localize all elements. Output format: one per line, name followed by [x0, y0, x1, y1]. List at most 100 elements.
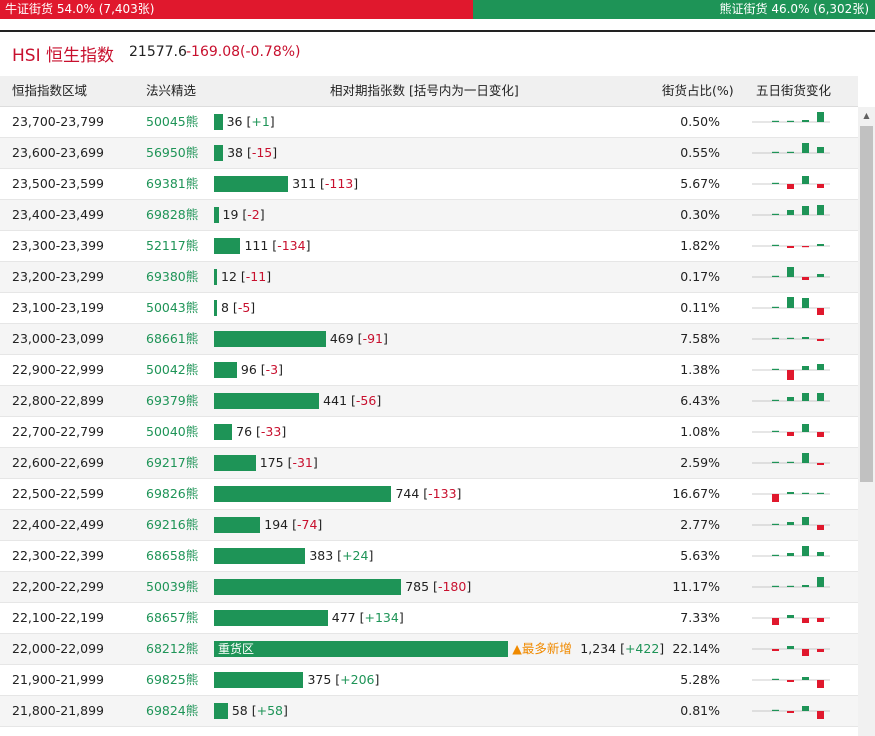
sparkline-day-bar	[787, 246, 794, 248]
warrant-code-link[interactable]: 69380熊	[146, 269, 199, 284]
street-stock-pct: 22.14%	[672, 641, 720, 656]
sparkline-day-bar	[802, 366, 809, 370]
sparkline-day-bar	[772, 306, 779, 308]
daily-change: -31	[292, 455, 313, 470]
sparkline-day-bar	[787, 711, 794, 713]
sparkline-day-bar	[772, 430, 779, 432]
sparkline-day-bar	[787, 553, 794, 556]
warrant-code-link[interactable]: 69825熊	[146, 672, 199, 687]
daily-change: -3	[265, 362, 279, 377]
volume-bar	[214, 486, 392, 502]
volume-value: 8 [-5]	[221, 300, 256, 315]
warrant-code-link[interactable]: 50039熊	[146, 579, 199, 594]
volume-count: 469	[329, 331, 354, 346]
table-row[interactable]: 22,100-22,199 68657熊 477 [+134] 7.33%	[0, 603, 858, 634]
table-row[interactable]: 23,500-23,599 69381熊 311 [-113] 5.67%	[0, 169, 858, 200]
table-row[interactable]: 22,800-22,899 69379熊 441 [-56] 6.43%	[0, 386, 858, 417]
volume-bar	[214, 362, 237, 378]
table-row[interactable]: 23,700-23,799 50045熊 36 [+1] 0.50%	[0, 107, 858, 138]
index-name[interactable]: HSI 恒生指数	[12, 46, 114, 66]
table-row[interactable]: 21,800-21,899 69824熊 58 [+58] 0.81%	[0, 696, 858, 727]
sparkline-day-bar	[817, 308, 824, 315]
col-header-range: 恒指指数区域	[12, 83, 88, 98]
sparkline-day-bar	[802, 677, 809, 680]
sparkline-day-bar	[802, 453, 809, 463]
warrant-code-link[interactable]: 50040熊	[146, 424, 199, 439]
warrant-code-link[interactable]: 50045熊	[146, 114, 199, 129]
table-row[interactable]: 22,500-22,599 69826熊 744 [-133] 16.67%	[0, 479, 858, 510]
volume-count: 744	[395, 486, 420, 501]
sparkline-day-bar	[802, 393, 809, 401]
sparkline-day-bar	[802, 277, 809, 280]
table-row[interactable]: 21,900-21,999 69825熊 375 [+206] 5.28%	[0, 665, 858, 696]
table-row[interactable]: 23,600-23,699 56950熊 38 [-15] 0.55%	[0, 138, 858, 169]
warrant-code-link[interactable]: 50042熊	[146, 362, 199, 377]
warrant-code-link[interactable]: 68657熊	[146, 610, 199, 625]
warrant-code-link[interactable]: 69379熊	[146, 393, 199, 408]
five-day-change-sparkline	[752, 267, 830, 280]
warrant-code-link[interactable]: 52117熊	[146, 238, 199, 253]
street-stock-pct: 1.08%	[680, 424, 720, 439]
volume-bar	[214, 269, 217, 285]
sparkline-day-bar	[772, 120, 779, 122]
strike-range: 22,000-22,099	[12, 641, 104, 656]
daily-change: +206	[340, 672, 375, 687]
volume-bar	[214, 331, 326, 347]
table-row[interactable]: 22,400-22,499 69216熊 194 [-74] 2.77%	[0, 510, 858, 541]
volume-value: 76 [-33]	[236, 424, 287, 439]
five-day-change-sparkline	[752, 143, 830, 154]
volume-count: 96	[240, 362, 257, 377]
volume-bar	[214, 300, 217, 316]
strike-range: 23,400-23,499	[12, 207, 104, 222]
table-row[interactable]: 22,900-22,999 50042熊 96 [-3] 1.38%	[0, 355, 858, 386]
table-row[interactable]: 22,700-22,799 50040熊 76 [-33] 1.08%	[0, 417, 858, 448]
table-row[interactable]: 23,400-23,499 69828熊 19 [-2] 0.30%	[0, 200, 858, 231]
warrant-code-link[interactable]: 56950熊	[146, 145, 199, 160]
volume-value: 311 [-113]	[292, 176, 359, 191]
warrant-code-link[interactable]: 69828熊	[146, 207, 199, 222]
scrollbar-thumb[interactable]	[860, 126, 873, 482]
index-price: 21577.6	[129, 44, 187, 60]
table-row[interactable]: 23,300-23,399 52117熊 111 [-134] 1.82%	[0, 231, 858, 262]
warrant-code-link[interactable]: 68658熊	[146, 548, 199, 563]
warrant-code-link[interactable]: 69381熊	[146, 176, 199, 191]
volume-value: 785 [-180]	[405, 579, 472, 594]
street-stock-pct: 7.33%	[680, 610, 720, 625]
sparkline-day-bar	[817, 463, 824, 465]
table-row[interactable]: 22,300-22,399 68658熊 383 [+24] 5.63%	[0, 541, 858, 572]
sparkline-day-bar	[802, 424, 809, 432]
sparkline-day-bar	[787, 370, 794, 380]
five-day-change-sparkline	[752, 677, 830, 688]
street-stock-pct: 0.50%	[680, 114, 720, 129]
index-header: HSI 恒生指数 21577.6 -169.08(-0.78%)	[0, 30, 875, 70]
volume-bar	[214, 207, 219, 223]
five-day-change-sparkline	[752, 424, 830, 437]
strike-range: 22,600-22,699	[12, 455, 104, 470]
warrant-code-link[interactable]: 69826熊	[146, 486, 199, 501]
table-row[interactable]: 23,200-23,299 69380熊 12 [-11] 0.17%	[0, 262, 858, 293]
table-row[interactable]: 22,000-22,099 68212熊 重货区 ▲最多新增 1,234 [+422] 2…	[0, 634, 858, 665]
volume-bar	[214, 393, 320, 409]
table-row[interactable]: 22,600-22,699 69217熊 175 [-31] 2.59%	[0, 448, 858, 479]
scroll-up-arrow-icon[interactable]: ▲	[863, 111, 870, 120]
table-row[interactable]: 23,000-23,099 68661熊 469 [-91] 7.58%	[0, 324, 858, 355]
table-row[interactable]: 23,100-23,199 50043熊 8 [-5] 0.11%	[0, 293, 858, 324]
volume-count: 441	[323, 393, 348, 408]
warrant-code-link[interactable]: 50043熊	[146, 300, 199, 315]
warrant-code-link[interactable]: 69824熊	[146, 703, 199, 718]
warrant-code-link[interactable]: 68661熊	[146, 331, 199, 346]
strike-range: 22,300-22,399	[12, 548, 104, 563]
street-stock-pct: 6.43%	[680, 393, 720, 408]
sparkline-day-bar	[817, 649, 824, 652]
daily-change: +58	[256, 703, 283, 718]
sparkline-day-bar	[817, 577, 824, 587]
street-stock-pct: 5.63%	[680, 548, 720, 563]
warrant-code-link[interactable]: 69216熊	[146, 517, 199, 532]
daily-change: -133	[428, 486, 457, 501]
strike-range: 23,000-23,099	[12, 331, 104, 346]
daily-change: +422	[624, 641, 660, 656]
warrant-code-link[interactable]: 68212熊	[146, 641, 199, 656]
warrant-code-link[interactable]: 69217熊	[146, 455, 199, 470]
table-row[interactable]: 22,200-22,299 50039熊 785 [-180] 11.17%	[0, 572, 858, 603]
daily-change: -56	[355, 393, 377, 408]
